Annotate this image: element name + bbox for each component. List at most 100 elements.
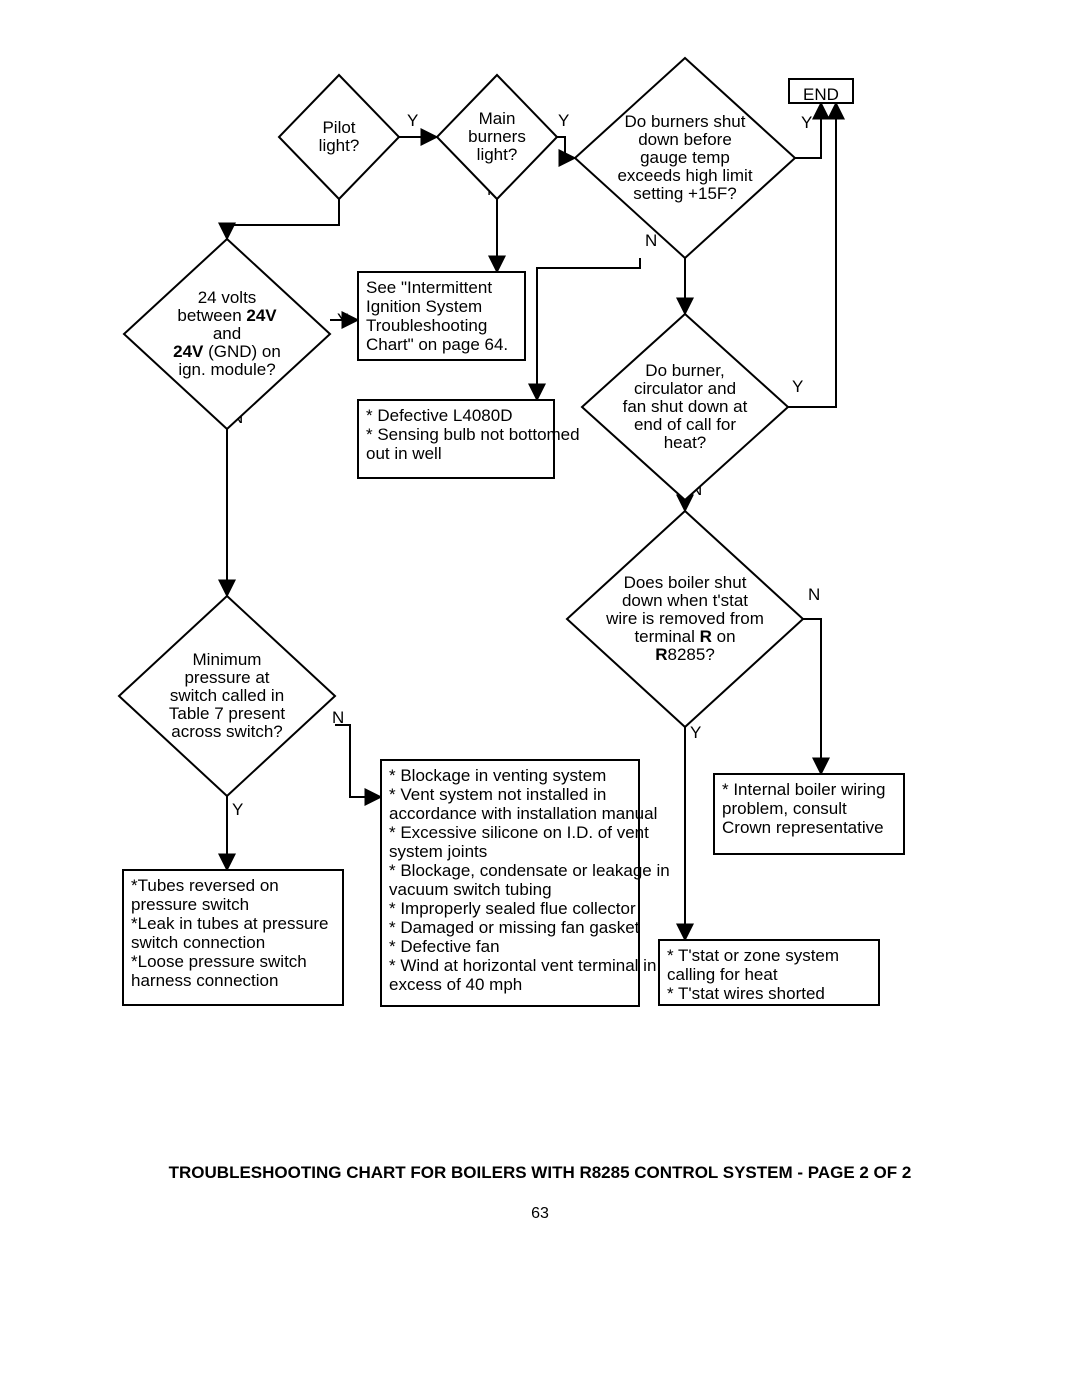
svg-text:Y: Y: [407, 111, 418, 130]
svg-text:switch called in: switch called in: [170, 686, 284, 705]
svg-text:Ignition System: Ignition System: [366, 297, 482, 316]
svg-text:exceeds high limit: exceeds high limit: [617, 166, 752, 185]
svg-text:heat?: heat?: [664, 433, 707, 452]
svg-text:accordance with installation m: accordance with installation manual: [389, 804, 657, 823]
svg-text:Y: Y: [232, 800, 243, 819]
svg-text:out in well: out in well: [366, 444, 442, 463]
svg-text:N: N: [332, 708, 344, 727]
svg-text:terminal R on: terminal R on: [634, 627, 735, 646]
svg-text:pressure switch: pressure switch: [131, 895, 249, 914]
svg-text:problem, consult: problem, consult: [722, 799, 847, 818]
node-tstatzone: * T'stat or zone systemcalling for heat*…: [659, 940, 879, 1005]
svg-text:Main: Main: [479, 109, 516, 128]
node-shutdown15: Do burners shutdown beforegauge tempexce…: [575, 58, 795, 258]
svg-text:*Loose pressure switch: *Loose pressure switch: [131, 952, 307, 971]
node-end: END: [789, 79, 853, 104]
svg-text:Does boiler shut: Does boiler shut: [624, 573, 747, 592]
edge-pilot-main: Y: [399, 111, 437, 137]
svg-text:R8285?: R8285?: [655, 645, 715, 664]
svg-text:vacuum switch tubing: vacuum switch tubing: [389, 880, 552, 899]
node-volts24: 24 voltsbetween 24Vand24V (GND) onign. m…: [124, 239, 330, 429]
node-seeChart: See "IntermittentIgnition SystemTroubles…: [358, 272, 525, 360]
edge-shutdown15-end: Y: [795, 103, 821, 158]
svg-text:Crown representative: Crown representative: [722, 818, 884, 837]
svg-text:between 24V: between 24V: [177, 306, 277, 325]
svg-text:* Sensing bulb not bottomed: * Sensing bulb not bottomed: [366, 425, 580, 444]
edge-volts24-seeChart: Y: [330, 310, 358, 329]
edge-pilot-volts24: N: [227, 180, 345, 239]
svg-text:gauge temp: gauge temp: [640, 148, 730, 167]
node-minpressure: Minimumpressure atswitch called inTable …: [119, 596, 335, 796]
svg-text:* T'stat wires shorted: * T'stat wires shorted: [667, 984, 825, 1003]
svg-text:fan shut down at: fan shut down at: [623, 397, 748, 416]
svg-text:Pilot: Pilot: [322, 118, 355, 137]
svg-text:circulator and: circulator and: [634, 379, 736, 398]
svg-text:ign. module?: ign. module?: [178, 360, 275, 379]
svg-text:Table 7 present: Table 7 present: [169, 704, 286, 723]
svg-text:setting +15F?: setting +15F?: [633, 184, 737, 203]
node-blockage: * Blockage in venting system* Vent syste…: [381, 760, 670, 1006]
svg-text:down when t'stat: down when t'stat: [622, 591, 748, 610]
node-tubes: *Tubes reversed onpressure switch*Leak i…: [123, 870, 343, 1005]
svg-text:down before: down before: [638, 130, 732, 149]
svg-text:* Vent system not installed in: * Vent system not installed in: [389, 785, 606, 804]
node-main: Mainburnerslight?: [437, 75, 557, 199]
svg-text:switch connection: switch connection: [131, 933, 265, 952]
edge-minpressure-blockage: N: [332, 708, 381, 797]
svg-text:* Excessive silicone on I.D. o: * Excessive silicone on I.D. of vent: [389, 823, 649, 842]
svg-text:pressure at: pressure at: [184, 668, 269, 687]
svg-text:Minimum: Minimum: [193, 650, 262, 669]
svg-text:See "Intermittent: See "Intermittent: [366, 278, 492, 297]
edge-volts24-minpressure: N: [227, 408, 243, 596]
node-internal: * Internal boiler wiringproblem, consult…: [714, 774, 904, 854]
svg-text:calling for heat: calling for heat: [667, 965, 778, 984]
page-number: 63: [531, 1205, 549, 1222]
svg-text:* Blockage in venting system: * Blockage in venting system: [389, 766, 606, 785]
svg-text:burners: burners: [468, 127, 526, 146]
svg-text:Y: Y: [690, 723, 701, 742]
svg-text:Y: Y: [337, 310, 348, 329]
node-callheat: Do burner,circulator andfan shut down at…: [582, 314, 788, 500]
svg-text:END: END: [803, 85, 839, 104]
svg-text:Y: Y: [801, 113, 812, 132]
edge-minpressure-tubes: Y: [227, 796, 243, 870]
flowchart-canvas: YNYNYNYNYNNYYN Pilotlight?Mainburnerslig…: [0, 0, 1080, 1397]
svg-text:24 volts: 24 volts: [198, 288, 257, 307]
svg-text:system joints: system joints: [389, 842, 487, 861]
svg-text:harness connection: harness connection: [131, 971, 278, 990]
chart-title: TROUBLESHOOTING CHART FOR BOILERS WITH R…: [169, 1163, 912, 1182]
svg-text:N: N: [808, 585, 820, 604]
svg-text:end of call for: end of call for: [634, 415, 736, 434]
svg-text:Troubleshooting: Troubleshooting: [366, 316, 487, 335]
edge-main-shutdown15: Y: [557, 111, 575, 158]
svg-text:light?: light?: [477, 145, 518, 164]
svg-text:* Defective L4080D: * Defective L4080D: [366, 406, 512, 425]
svg-text:Do burner,: Do burner,: [645, 361, 724, 380]
svg-text:wire is removed from: wire is removed from: [605, 609, 764, 628]
svg-text:Y: Y: [792, 377, 803, 396]
edge-tstatR-internal: N: [803, 585, 821, 774]
svg-text:Do burners shut: Do burners shut: [625, 112, 746, 131]
svg-text:and: and: [213, 324, 241, 343]
svg-text:*Leak in tubes at pressure: *Leak in tubes at pressure: [131, 914, 329, 933]
svg-text:Chart" on page 64.: Chart" on page 64.: [366, 335, 508, 354]
svg-text:N: N: [645, 231, 657, 250]
svg-text:* Damaged or missing fan gaske: * Damaged or missing fan gasket: [389, 918, 640, 937]
svg-text:24V (GND) on: 24V (GND) on: [173, 342, 281, 361]
svg-text:* Defective fan: * Defective fan: [389, 937, 500, 956]
node-tstatR: Does boiler shutdown when t'statwire is …: [567, 511, 803, 727]
svg-text:* Internal boiler wiring: * Internal boiler wiring: [722, 780, 885, 799]
svg-text:light?: light?: [319, 136, 360, 155]
svg-text:across switch?: across switch?: [171, 722, 282, 741]
node-pilot: Pilotlight?: [279, 75, 399, 199]
edge-tstatR-tstatzone: Y: [685, 723, 701, 940]
svg-text:excess of 40 mph: excess of 40 mph: [389, 975, 522, 994]
svg-text:* T'stat or zone system: * T'stat or zone system: [667, 946, 839, 965]
svg-text:* Blockage, condensate or leak: * Blockage, condensate or leakage in: [389, 861, 670, 880]
svg-text:*Tubes reversed on: *Tubes reversed on: [131, 876, 279, 895]
svg-text:Y: Y: [558, 111, 569, 130]
svg-text:* Wind at horizontal vent term: * Wind at horizontal vent terminal in: [389, 956, 656, 975]
svg-text:* Improperly sealed flue colle: * Improperly sealed flue collector: [389, 899, 636, 918]
node-defective: * Defective L4080D* Sensing bulb not bot…: [358, 400, 580, 478]
edge-callheat-end: Y: [788, 103, 836, 407]
